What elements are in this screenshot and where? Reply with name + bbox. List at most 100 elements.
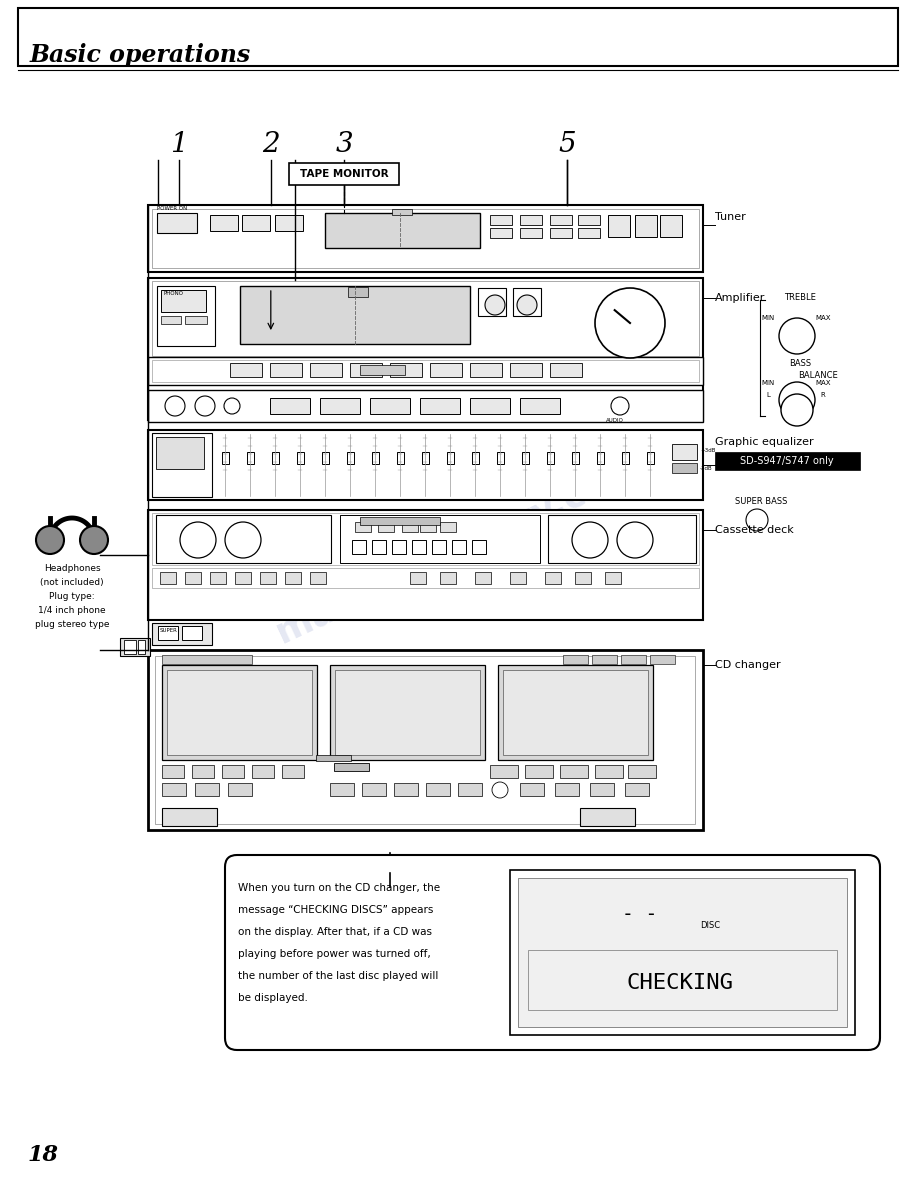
Bar — [148, 206, 703, 272]
Bar — [355, 522, 371, 532]
Circle shape — [595, 287, 665, 358]
Bar — [392, 541, 406, 554]
Bar — [575, 571, 591, 584]
Bar — [148, 278, 703, 421]
Bar — [350, 364, 382, 377]
Bar — [497, 451, 504, 465]
Circle shape — [180, 522, 216, 558]
Text: -3dB: -3dB — [700, 466, 712, 470]
Text: 2: 2 — [262, 132, 280, 158]
Bar — [550, 215, 572, 225]
Bar — [235, 571, 251, 584]
Bar — [647, 451, 654, 465]
Bar — [420, 398, 460, 413]
Bar — [148, 358, 703, 385]
Bar — [432, 541, 446, 554]
Bar — [440, 571, 456, 584]
Bar — [560, 765, 588, 778]
Text: MAX: MAX — [815, 315, 831, 321]
Bar — [260, 571, 276, 584]
Bar — [621, 655, 646, 664]
Bar — [270, 398, 310, 413]
Circle shape — [746, 508, 768, 531]
Text: 1: 1 — [170, 132, 188, 158]
Bar — [18, 8, 898, 67]
Bar — [378, 522, 394, 532]
Bar — [360, 365, 405, 375]
Text: the number of the last disc played will: the number of the last disc played will — [238, 971, 439, 981]
Bar — [426, 783, 450, 796]
Text: Basic operations: Basic operations — [30, 43, 252, 67]
Text: CHECKING: CHECKING — [626, 973, 733, 993]
Bar — [412, 541, 426, 554]
Text: MAX: MAX — [815, 380, 831, 386]
Bar — [310, 571, 326, 584]
Text: DISC: DISC — [700, 921, 720, 929]
Text: SUPER: SUPER — [160, 627, 178, 632]
Circle shape — [225, 522, 261, 558]
Bar — [522, 451, 529, 465]
Bar — [297, 451, 304, 465]
Text: When you turn on the CD changer, the: When you turn on the CD changer, the — [238, 883, 440, 893]
Bar — [161, 316, 181, 324]
Bar — [595, 765, 623, 778]
Text: BALANCE: BALANCE — [798, 371, 838, 379]
Bar — [672, 463, 697, 473]
Text: Graphic equalizer: Graphic equalizer — [715, 437, 813, 447]
Bar — [555, 783, 579, 796]
Text: plug stereo type: plug stereo type — [35, 620, 109, 628]
Bar — [285, 571, 301, 584]
Bar — [635, 215, 657, 236]
Circle shape — [611, 397, 629, 415]
Text: AUDIO: AUDIO — [606, 418, 624, 423]
Bar — [152, 623, 212, 645]
Bar — [503, 670, 648, 756]
Bar — [152, 282, 699, 356]
Bar — [578, 215, 600, 225]
Bar — [124, 640, 136, 655]
Bar — [320, 398, 360, 413]
Bar — [715, 451, 860, 470]
Bar — [161, 290, 206, 312]
Bar — [478, 287, 506, 316]
Bar — [362, 783, 386, 796]
Bar — [490, 765, 518, 778]
Bar — [490, 228, 512, 238]
Bar — [625, 783, 649, 796]
Bar — [152, 432, 212, 497]
Text: - -: - - — [622, 905, 657, 924]
Circle shape — [165, 396, 185, 416]
Bar — [452, 541, 466, 554]
Bar — [222, 765, 244, 778]
Bar — [372, 451, 379, 465]
Text: Headphones: Headphones — [44, 564, 100, 573]
Bar — [330, 783, 354, 796]
Bar — [240, 286, 470, 345]
Bar — [156, 437, 204, 469]
Text: 18: 18 — [28, 1144, 59, 1165]
Text: MIN: MIN — [761, 380, 775, 386]
Text: on the display. After that, if a CD was: on the display. After that, if a CD was — [238, 927, 432, 937]
Bar — [335, 670, 480, 756]
Bar — [352, 541, 366, 554]
Bar — [270, 364, 302, 377]
Text: PHONO: PHONO — [163, 291, 183, 296]
Bar — [520, 783, 544, 796]
Circle shape — [80, 526, 108, 554]
Text: TREBLE: TREBLE — [784, 293, 816, 303]
Text: Tuner: Tuner — [715, 211, 745, 222]
Text: CD changer: CD changer — [715, 661, 780, 670]
Circle shape — [572, 522, 608, 558]
Bar — [182, 626, 202, 640]
Bar — [520, 398, 560, 413]
Bar — [520, 228, 542, 238]
Bar — [158, 626, 178, 640]
Bar — [167, 670, 312, 756]
FancyBboxPatch shape — [225, 855, 880, 1050]
Text: manualslibrary.com: manualslibrary.com — [271, 450, 647, 650]
Bar — [272, 451, 279, 465]
Bar — [222, 451, 229, 465]
Text: Plug type:: Plug type: — [50, 592, 95, 601]
Bar — [545, 571, 561, 584]
Bar — [622, 451, 629, 465]
